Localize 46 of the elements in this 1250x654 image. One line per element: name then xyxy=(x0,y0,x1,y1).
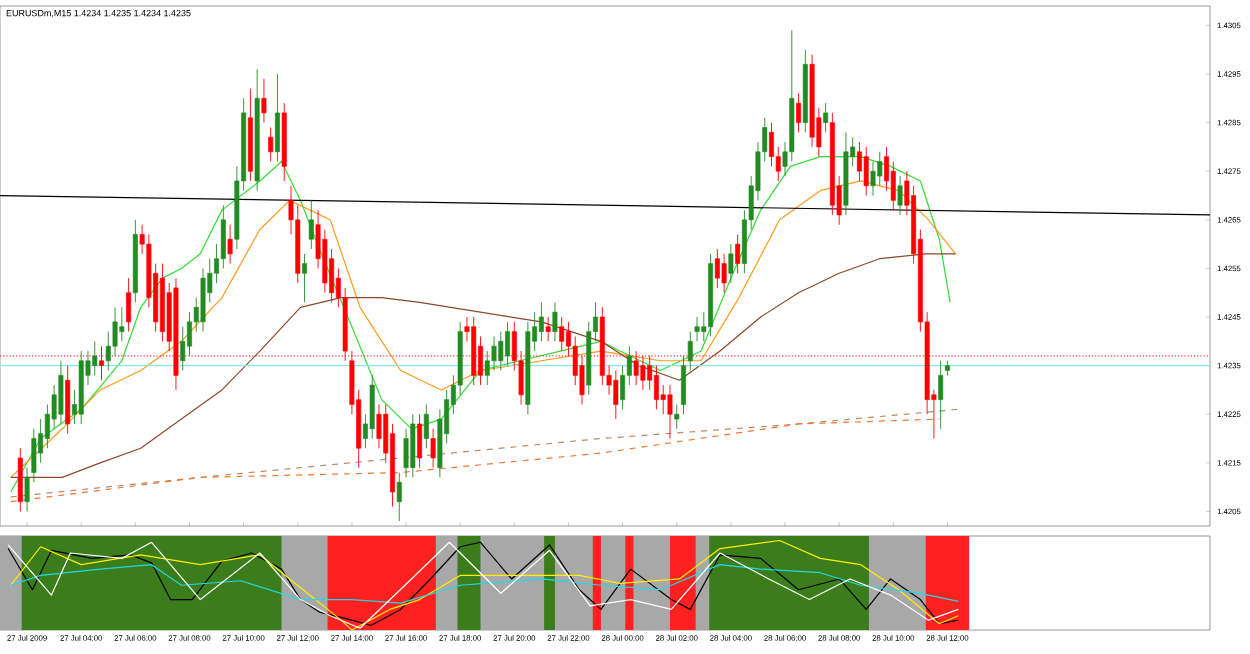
candlestick xyxy=(17,447,23,512)
candlestick xyxy=(417,413,423,469)
candlestick xyxy=(667,384,673,439)
candlestick xyxy=(403,428,409,478)
line-series xyxy=(10,408,959,498)
candlestick xyxy=(119,306,125,342)
candlestick xyxy=(721,253,727,294)
candlestick xyxy=(640,355,646,391)
candlestick xyxy=(559,316,565,352)
candlestick xyxy=(302,253,307,303)
candlestick xyxy=(823,102,829,133)
candlestick xyxy=(220,204,226,269)
candlestick xyxy=(410,413,416,478)
candlestick xyxy=(552,302,558,342)
candlestick xyxy=(376,404,382,449)
candlestick xyxy=(613,370,619,420)
candlestick xyxy=(308,199,314,250)
candlestick xyxy=(694,316,700,342)
candlestick xyxy=(261,78,267,124)
candlestick xyxy=(863,146,869,196)
candlestick xyxy=(728,243,734,284)
candlestick xyxy=(396,472,402,522)
candlestick xyxy=(856,141,862,182)
candlestick xyxy=(714,248,720,289)
candlestick xyxy=(505,321,511,367)
candlestick xyxy=(65,365,71,435)
candlestick xyxy=(227,224,233,265)
candlestick xyxy=(674,404,680,430)
candlestick xyxy=(653,365,659,410)
candlestick xyxy=(268,127,274,162)
candlestick xyxy=(545,316,551,342)
candlestick xyxy=(99,345,104,381)
candlestick xyxy=(430,428,436,469)
candlestick xyxy=(58,360,64,425)
candlestick xyxy=(275,73,280,162)
candlestick xyxy=(633,350,639,386)
candlestick xyxy=(126,277,132,333)
candlestick xyxy=(187,311,192,357)
candlestick xyxy=(200,267,206,333)
candlestick xyxy=(796,93,802,133)
candlestick xyxy=(538,302,544,342)
candlestick xyxy=(423,404,429,449)
candlestick xyxy=(735,233,741,274)
candlestick xyxy=(897,175,903,216)
candlestick xyxy=(938,360,944,430)
candlestick xyxy=(769,122,774,167)
